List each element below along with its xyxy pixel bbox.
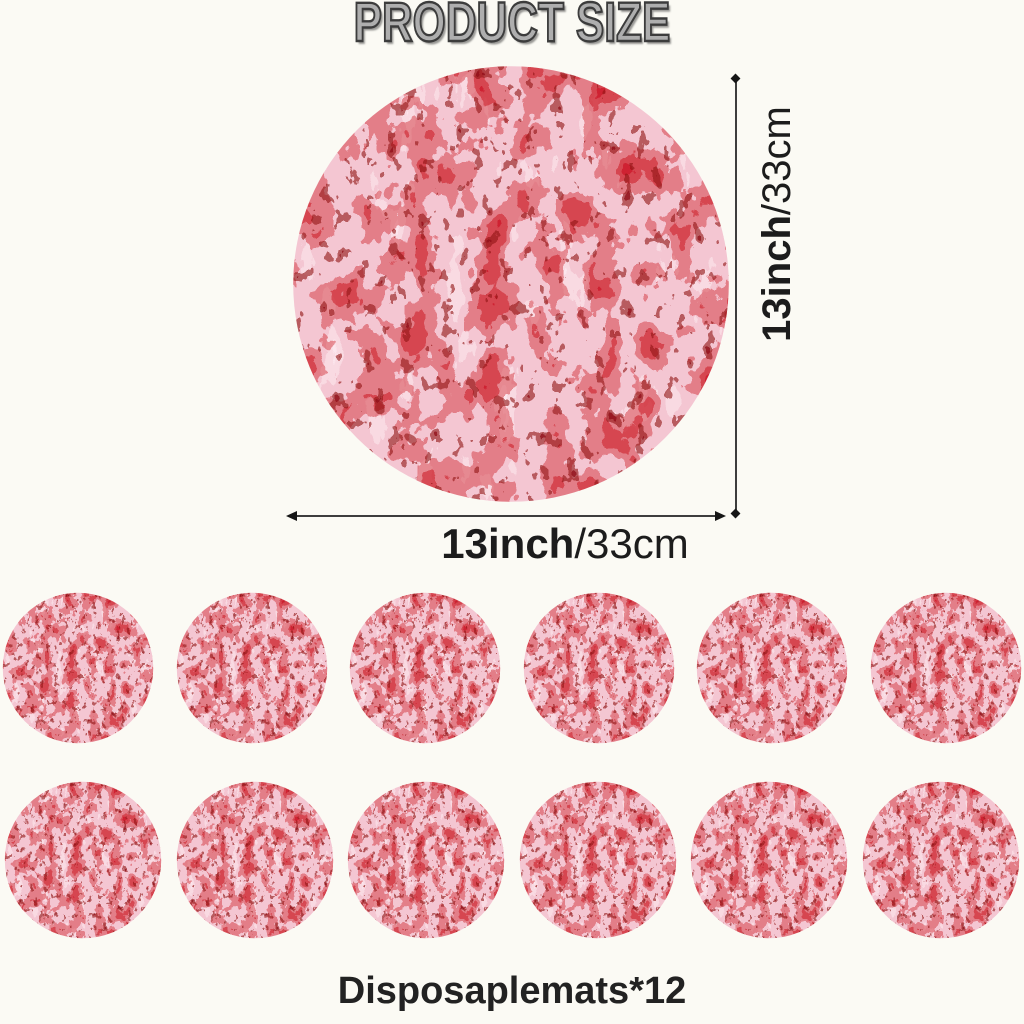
placemat-thumbnail xyxy=(862,781,1020,939)
placemat-thumbnail xyxy=(349,592,501,744)
placemat-thumbnail xyxy=(519,781,677,939)
page-title: PRODUCT SIZE xyxy=(353,0,672,53)
height-value-cm: /33cm xyxy=(755,106,799,216)
placemat-row-1 xyxy=(0,592,1024,744)
placemat-thumbnail xyxy=(4,781,162,939)
height-value-inch: 13inch xyxy=(755,215,799,342)
height-dimension-label: 13inch/33cm xyxy=(755,106,799,342)
placemat-thumbnail xyxy=(870,592,1022,744)
placemat-thumbnail xyxy=(2,592,154,744)
placemat-thumbnail xyxy=(176,781,334,939)
placemat-thumbnail xyxy=(347,781,505,939)
placemat-thumbnail xyxy=(690,781,848,939)
width-dimension-line xyxy=(286,511,726,521)
width-value-inch: 13inch xyxy=(441,520,575,567)
placemat-thumbnail xyxy=(696,592,848,744)
product-quantity-caption: Disposaplemats*12 xyxy=(337,970,687,1012)
placemat-thumbnail xyxy=(523,592,675,744)
placemat-row-2 xyxy=(0,781,1024,939)
width-dimension-label: 13inch/33cm xyxy=(441,523,688,565)
placemat-thumbnail xyxy=(176,592,328,744)
width-value-cm: /33cm xyxy=(574,520,689,567)
height-dimension-line xyxy=(735,80,737,512)
placemat-photo-large xyxy=(291,64,731,504)
